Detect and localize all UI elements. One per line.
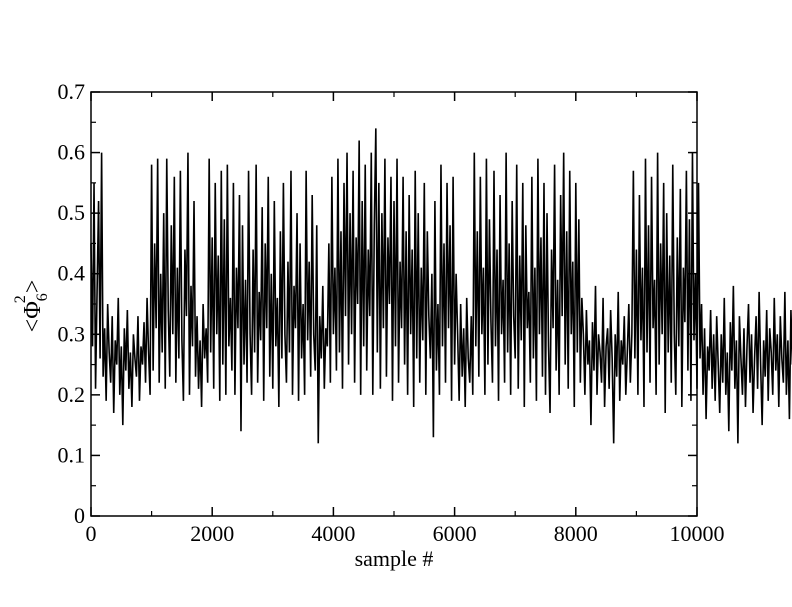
y-axis-label-subscript: 6 — [34, 293, 51, 301]
series-line — [90, 128, 792, 444]
y-tick-label: 0.6 — [58, 140, 86, 165]
y-tick-label: 0.2 — [58, 382, 86, 407]
plot-frame — [90, 91, 698, 517]
x-tick-label: 2000 — [190, 521, 234, 546]
x-tick-label: 10000 — [670, 521, 725, 546]
y-tick-labels: 0 0.1 0.2 0.3 0.4 0.5 0.6 0.7 — [58, 79, 86, 528]
y-tick-label: 0 — [74, 503, 85, 528]
y-axis-label-open: < — [20, 319, 46, 333]
y-axis-label-superscript: 2 — [12, 295, 29, 303]
y-tick-label: 0.4 — [58, 261, 86, 286]
x-tick-label: 8000 — [554, 521, 598, 546]
y-axis-label-close: > — [20, 280, 46, 294]
y-tick-label: 0.3 — [58, 321, 86, 346]
series-layer — [90, 128, 792, 444]
y-axis-label-symbol: Φ — [20, 301, 46, 319]
y-axis-label: <Φ62> — [12, 280, 51, 333]
x-tick-label: 4000 — [311, 521, 355, 546]
y-tick-label: 0.5 — [58, 200, 86, 225]
x-tick-labels: 0 2000 4000 6000 8000 10000 — [86, 521, 725, 546]
x-tick-label: 0 — [86, 521, 97, 546]
x-axis-label: sample # — [355, 546, 434, 571]
y-tick-label: 0.7 — [58, 79, 86, 104]
svg-text:<Φ62>: <Φ62> — [12, 280, 51, 333]
y-tick-label: 0.1 — [58, 442, 86, 467]
x-tick-label: 6000 — [433, 521, 477, 546]
